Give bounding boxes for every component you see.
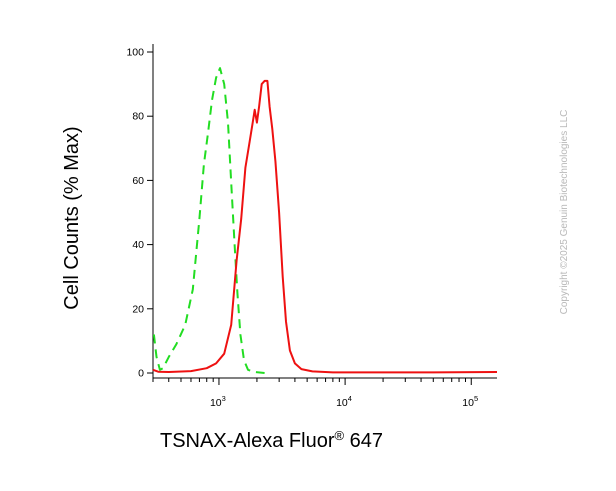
x-axis-title-suffix: 647 (344, 430, 383, 452)
y-axis-ticks: 0 20 40 60 80 100 (126, 47, 153, 380)
x-axis-title: TSNAX-Alexa Fluor® 647 (160, 428, 383, 452)
y-tick-label: 40 (132, 239, 144, 251)
plot-area: 0 20 40 60 80 100 103 104 105 (126, 44, 498, 409)
x-axis-title-main: TSNAX-Alexa Fluor (160, 430, 335, 452)
y-axis-title: Cell Counts (% Max) (61, 126, 83, 309)
series-line-solid-sample (152, 79, 498, 374)
x-axis-title-sup: ® (335, 428, 345, 443)
series-layer (152, 67, 498, 374)
x-tick-label: 103 (210, 394, 226, 409)
x-axis-ticks: 103 104 105 (152, 378, 478, 409)
y-tick-label: 0 (138, 368, 144, 380)
y-tick-label: 80 (132, 111, 144, 123)
x-tick-label: 105 (462, 394, 478, 409)
series-line-dashed-control (152, 67, 265, 374)
y-tick-label: 100 (126, 47, 144, 59)
y-tick-label: 60 (132, 175, 144, 187)
copyright-watermark: Copyright ©2025 Genuin Biotechnologies L… (559, 110, 570, 315)
y-tick-label: 20 (132, 303, 144, 315)
x-tick-label: 104 (336, 394, 352, 409)
